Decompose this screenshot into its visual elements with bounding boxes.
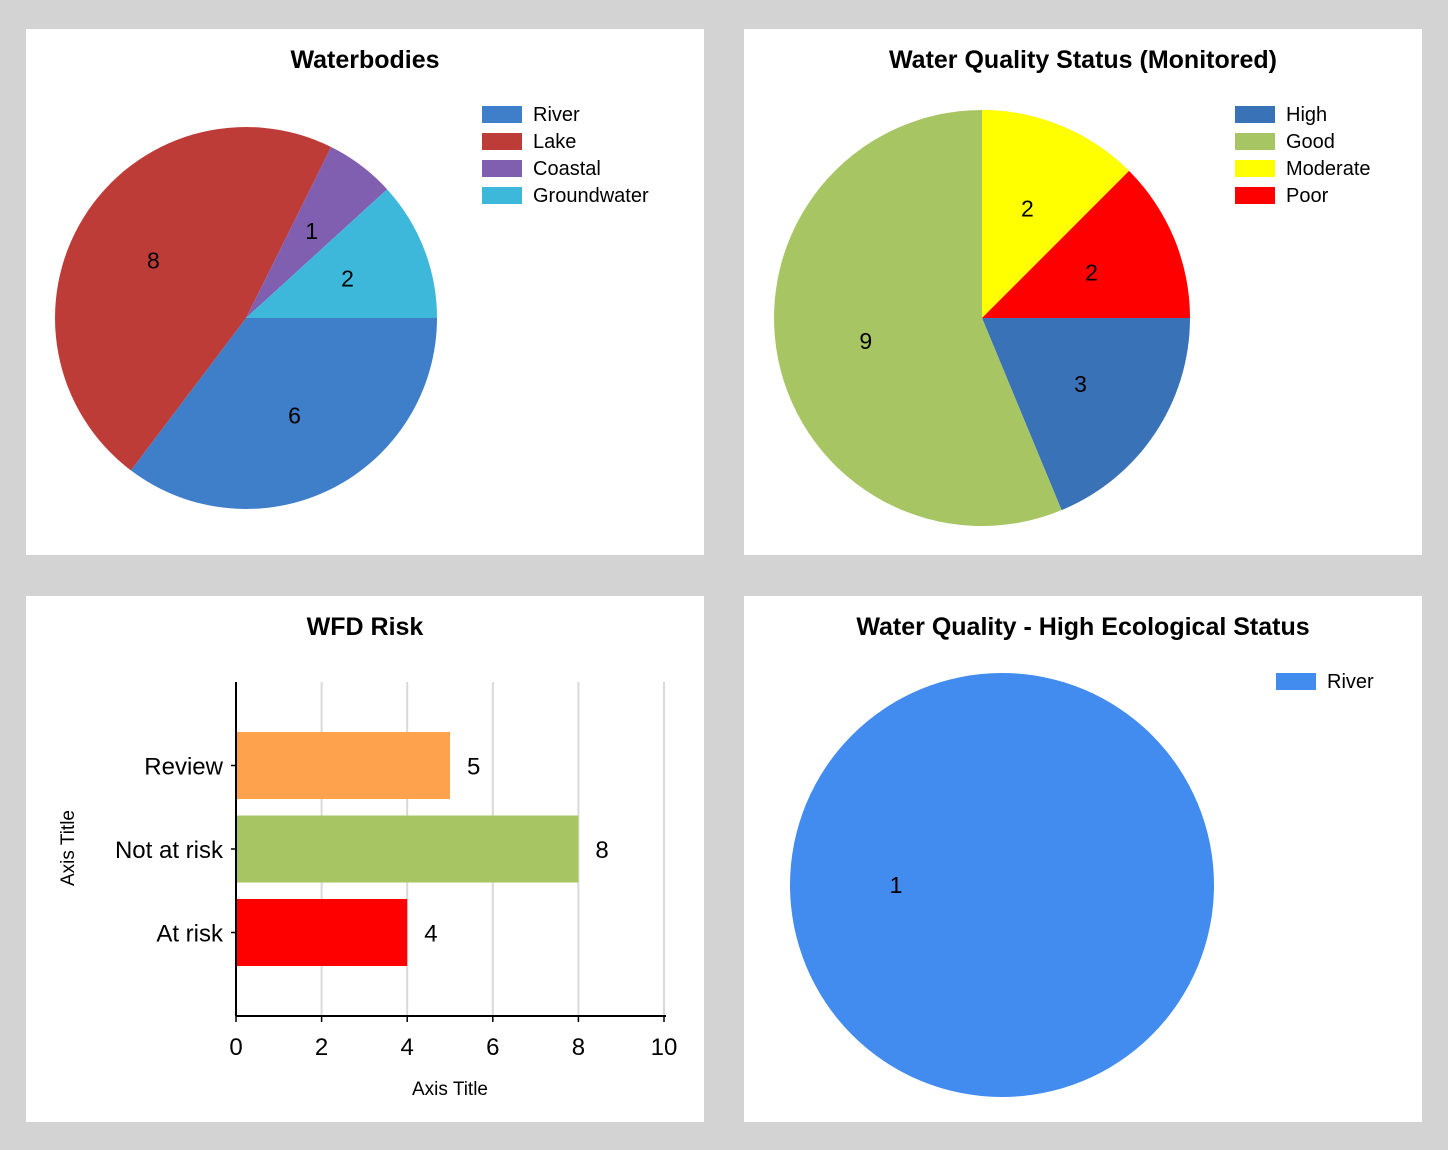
bar-value-label-at-risk: 4 <box>424 921 437 948</box>
waterbodies-pie-chart: Waterbodies 6 8 12 River Lake Coastal Groundwa… <box>54 46 649 510</box>
slice-value-label-moderate: 2 <box>1021 195 1034 221</box>
bar-review <box>236 732 450 799</box>
bar-not-at-risk <box>236 815 579 883</box>
water-quality-status-chart-panel: Water Quality Status (Monitored) 3 9 2 2 Hig… <box>744 29 1422 555</box>
category-label-not-at-risk: Not at risk <box>115 837 224 864</box>
chart-title: WFD Risk <box>307 613 424 641</box>
x-tick-label: 8 <box>572 1034 585 1061</box>
pie-slice-coastal <box>246 147 388 318</box>
high-ecological-status-chart-panel: Water Quality - High Ecological Status 1… <box>744 596 1422 1122</box>
water-quality-status-pie-chart: Water Quality Status (Monitored) 3 9 2 2 Hig… <box>774 46 1371 526</box>
legend-label-groundwater: Groundwater <box>533 185 649 207</box>
legend-label-coastal: Coastal <box>533 158 601 180</box>
legend-label-river: River <box>533 104 580 126</box>
bar-at-risk <box>236 899 408 966</box>
pie-slice-poor <box>982 170 1190 318</box>
legend-swatch-good <box>1235 133 1275 150</box>
x-tick-label: 6 <box>486 1034 499 1061</box>
legend-label-moderate: Moderate <box>1286 158 1371 180</box>
pie-slice-groundwater <box>246 189 437 318</box>
legend-swatch-river <box>1276 673 1316 690</box>
legend-swatch-poor <box>1235 187 1275 204</box>
category-label-review: Review <box>144 754 223 781</box>
pie-slice-moderate <box>982 110 1130 318</box>
slice-value-label-river: 6 <box>288 402 301 428</box>
legend-label-good: Good <box>1286 131 1335 153</box>
x-tick-label: 2 <box>315 1034 328 1061</box>
legend-swatch-groundwater <box>482 187 522 204</box>
slice-value-label-coastal: 1 <box>305 218 318 244</box>
x-tick-label: 10 <box>651 1034 678 1061</box>
high-ecological-status-pie-chart: Water Quality - High Ecological Status 1… <box>790 613 1374 1097</box>
x-tick-label: 4 <box>401 1034 414 1061</box>
wfd-risk-bar-chart: WFD Risk Axis Title Axis Title 0 2 4 6 8 10 Re… <box>58 613 678 1100</box>
slice-value-label-high: 3 <box>1074 371 1087 397</box>
legend-label-river: River <box>1327 671 1374 693</box>
waterbodies-chart-panel: Waterbodies 6 8 1 2 River Lake Coastal Groundwa… <box>26 29 704 555</box>
slice-value-label-river: 1 <box>890 872 903 898</box>
slice-value-label-good: 9 <box>859 328 872 354</box>
chart-title: Waterbodies <box>290 46 439 74</box>
x-axis-title: Axis Title <box>412 1079 488 1100</box>
legend-swatch-coastal <box>482 160 522 177</box>
slice-value-label-groundwater: 2 <box>341 266 354 292</box>
wfd-risk-chart-panel: WFD Risk Axis Title Axis Title 0 2 4 6 8 10 Re… <box>26 596 704 1122</box>
pie-slice-lake <box>54 126 332 471</box>
chart-title: Water Quality - High Ecological Status <box>856 613 1309 641</box>
legend-swatch-river <box>482 106 522 123</box>
legend-label-poor: Poor <box>1286 185 1329 207</box>
pie-slice-river <box>790 673 1214 1097</box>
chart-title: Water Quality Status (Monitored) <box>889 46 1277 74</box>
y-axis-title: Axis Title <box>58 810 79 886</box>
pie-slice-good <box>774 110 1062 526</box>
category-label-at-risk: At risk <box>156 921 224 948</box>
x-tick-label: 0 <box>229 1034 242 1061</box>
legend-label-lake: Lake <box>533 131 576 153</box>
legend-swatch-lake <box>482 133 522 150</box>
bar-value-label-not-at-risk: 8 <box>595 837 608 864</box>
bar-value-label-review: 5 <box>467 754 480 781</box>
pie-slice-high <box>982 318 1190 511</box>
legend-label-high: High <box>1286 104 1327 126</box>
legend-swatch-high <box>1235 106 1275 123</box>
pie-slice-river <box>130 318 437 510</box>
slice-value-label-poor: 2 <box>1085 260 1098 286</box>
slice-value-label-lake: 8 <box>147 248 160 274</box>
legend-swatch-moderate <box>1235 160 1275 177</box>
